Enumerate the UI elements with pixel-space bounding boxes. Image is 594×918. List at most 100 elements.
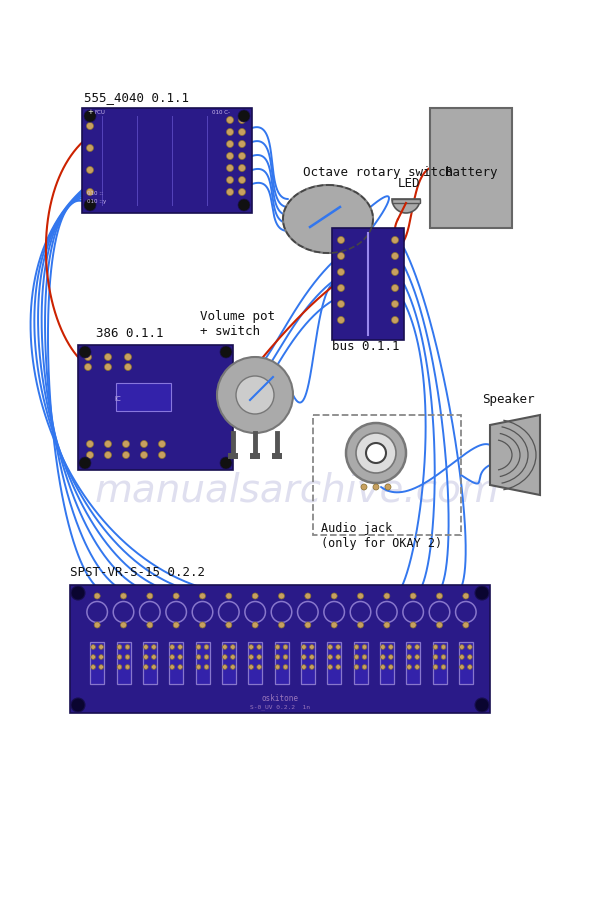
Circle shape — [87, 441, 93, 447]
Circle shape — [460, 665, 464, 669]
Circle shape — [117, 655, 122, 659]
Circle shape — [373, 484, 379, 490]
Circle shape — [283, 655, 288, 659]
Circle shape — [336, 665, 340, 669]
Circle shape — [475, 586, 489, 600]
Bar — [327, 642, 341, 684]
Circle shape — [173, 622, 179, 628]
Circle shape — [391, 285, 399, 292]
Circle shape — [178, 644, 182, 649]
Circle shape — [437, 622, 443, 628]
Circle shape — [354, 655, 359, 659]
Circle shape — [71, 698, 85, 712]
Circle shape — [275, 644, 280, 649]
Circle shape — [279, 593, 285, 599]
Circle shape — [178, 655, 182, 659]
Circle shape — [257, 655, 261, 659]
Circle shape — [141, 452, 147, 458]
Circle shape — [94, 622, 100, 628]
Circle shape — [328, 655, 333, 659]
Circle shape — [441, 655, 446, 659]
Circle shape — [384, 622, 390, 628]
Circle shape — [337, 252, 345, 260]
Circle shape — [122, 452, 129, 458]
Circle shape — [87, 452, 93, 458]
Text: Octave rotary switch: Octave rotary switch — [303, 166, 453, 179]
Circle shape — [410, 622, 416, 628]
Bar — [70, 585, 490, 713]
Circle shape — [433, 655, 438, 659]
Circle shape — [415, 665, 419, 669]
Circle shape — [121, 593, 127, 599]
Circle shape — [358, 593, 364, 599]
Circle shape — [87, 166, 93, 174]
Circle shape — [79, 457, 91, 469]
Circle shape — [275, 665, 280, 669]
Text: IC: IC — [115, 396, 121, 402]
Circle shape — [230, 665, 235, 669]
Text: Volume pot
+ switch: Volume pot + switch — [200, 310, 275, 338]
Text: LED: LED — [398, 177, 421, 190]
Circle shape — [125, 655, 130, 659]
Circle shape — [415, 655, 419, 659]
Text: 010 C-: 010 C- — [212, 110, 230, 115]
Text: 010 ::y: 010 ::y — [87, 199, 106, 204]
Circle shape — [226, 164, 233, 172]
Circle shape — [384, 593, 390, 599]
Circle shape — [328, 644, 333, 649]
Circle shape — [204, 644, 209, 649]
Circle shape — [170, 665, 175, 669]
Text: bus 0.1.1: bus 0.1.1 — [332, 340, 400, 353]
Circle shape — [159, 452, 166, 458]
Bar — [90, 642, 104, 684]
Circle shape — [87, 122, 93, 129]
Circle shape — [226, 152, 233, 160]
Circle shape — [362, 655, 367, 659]
Text: S-0_UV 0.2.2  1n: S-0_UV 0.2.2 1n — [250, 704, 310, 710]
Text: 555_4040 0.1.1: 555_4040 0.1.1 — [84, 91, 189, 104]
Circle shape — [385, 484, 391, 490]
Circle shape — [147, 622, 153, 628]
Circle shape — [391, 237, 399, 243]
Circle shape — [200, 622, 206, 628]
Circle shape — [84, 364, 91, 371]
Circle shape — [407, 655, 412, 659]
Circle shape — [226, 117, 233, 124]
Circle shape — [249, 655, 254, 659]
Circle shape — [249, 665, 254, 669]
Circle shape — [239, 188, 245, 196]
Circle shape — [467, 655, 472, 659]
Bar — [380, 642, 394, 684]
Circle shape — [79, 346, 91, 358]
Circle shape — [366, 443, 386, 463]
Bar — [353, 642, 368, 684]
Circle shape — [337, 317, 345, 323]
Bar — [301, 642, 315, 684]
Circle shape — [309, 655, 314, 659]
Circle shape — [84, 199, 96, 211]
Circle shape — [196, 644, 201, 649]
Circle shape — [460, 644, 464, 649]
Circle shape — [391, 300, 399, 308]
Circle shape — [381, 665, 385, 669]
Circle shape — [170, 655, 175, 659]
Circle shape — [99, 655, 103, 659]
Circle shape — [99, 644, 103, 649]
Text: Audio jack
(only for OKAY 2): Audio jack (only for OKAY 2) — [321, 522, 442, 550]
Circle shape — [249, 644, 254, 649]
Circle shape — [346, 423, 406, 483]
Circle shape — [388, 655, 393, 659]
Circle shape — [230, 644, 235, 649]
Circle shape — [441, 644, 446, 649]
Circle shape — [147, 593, 153, 599]
Circle shape — [239, 164, 245, 172]
Circle shape — [283, 644, 288, 649]
Circle shape — [475, 698, 489, 712]
Circle shape — [239, 117, 245, 124]
Circle shape — [84, 353, 91, 361]
Circle shape — [283, 665, 288, 669]
Bar — [274, 642, 289, 684]
Text: oskitone: oskitone — [261, 694, 299, 703]
Circle shape — [230, 655, 235, 659]
Circle shape — [302, 665, 306, 669]
